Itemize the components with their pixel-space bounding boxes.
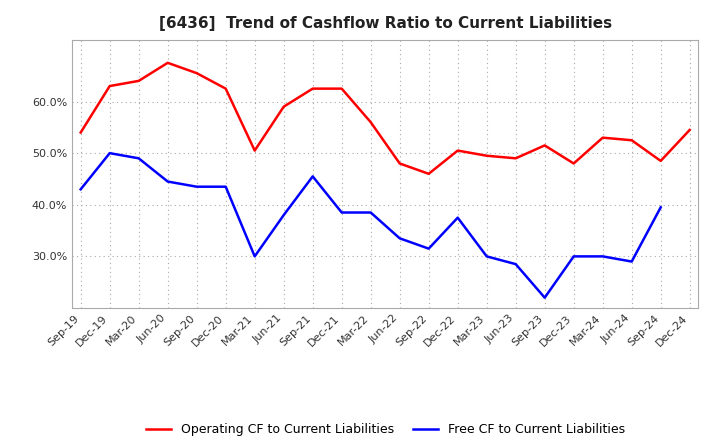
Free CF to Current Liabilities — [221, 184, 230, 189]
Free CF to Current Liabilities — [598, 254, 607, 259]
Operating CF to Current Liabilities — [454, 148, 462, 153]
Line: Operating CF to Current Liabilities: Operating CF to Current Liabilities — [81, 63, 690, 174]
Legend: Operating CF to Current Liabilities, Free CF to Current Liabilities: Operating CF to Current Liabilities, Fre… — [140, 418, 630, 440]
Operating CF to Current Liabilities — [192, 70, 201, 76]
Operating CF to Current Liabilities — [105, 84, 114, 89]
Operating CF to Current Liabilities — [685, 127, 694, 132]
Free CF to Current Liabilities — [251, 254, 259, 259]
Free CF to Current Liabilities — [424, 246, 433, 251]
Operating CF to Current Liabilities — [279, 104, 288, 109]
Free CF to Current Liabilities — [279, 213, 288, 218]
Free CF to Current Liabilities — [395, 236, 404, 241]
Free CF to Current Liabilities — [454, 215, 462, 220]
Free CF to Current Liabilities — [308, 174, 317, 179]
Operating CF to Current Liabilities — [627, 138, 636, 143]
Operating CF to Current Liabilities — [135, 78, 143, 84]
Operating CF to Current Liabilities — [482, 153, 491, 158]
Free CF to Current Liabilities — [135, 156, 143, 161]
Free CF to Current Liabilities — [192, 184, 201, 189]
Free CF to Current Liabilities — [570, 254, 578, 259]
Operating CF to Current Liabilities — [338, 86, 346, 91]
Operating CF to Current Liabilities — [511, 156, 520, 161]
Operating CF to Current Liabilities — [395, 161, 404, 166]
Free CF to Current Liabilities — [163, 179, 172, 184]
Operating CF to Current Liabilities — [251, 148, 259, 153]
Operating CF to Current Liabilities — [657, 158, 665, 164]
Free CF to Current Liabilities — [338, 210, 346, 215]
Free CF to Current Liabilities — [627, 259, 636, 264]
Operating CF to Current Liabilities — [598, 135, 607, 140]
Operating CF to Current Liabilities — [366, 120, 375, 125]
Operating CF to Current Liabilities — [308, 86, 317, 91]
Operating CF to Current Liabilities — [221, 86, 230, 91]
Free CF to Current Liabilities — [76, 187, 85, 192]
Free CF to Current Liabilities — [541, 295, 549, 301]
Operating CF to Current Liabilities — [424, 171, 433, 176]
Free CF to Current Liabilities — [366, 210, 375, 215]
Line: Free CF to Current Liabilities: Free CF to Current Liabilities — [81, 153, 661, 298]
Operating CF to Current Liabilities — [163, 60, 172, 66]
Free CF to Current Liabilities — [657, 205, 665, 210]
Free CF to Current Liabilities — [482, 254, 491, 259]
Operating CF to Current Liabilities — [76, 130, 85, 135]
Operating CF to Current Liabilities — [570, 161, 578, 166]
Free CF to Current Liabilities — [105, 150, 114, 156]
Operating CF to Current Liabilities — [541, 143, 549, 148]
Title: [6436]  Trend of Cashflow Ratio to Current Liabilities: [6436] Trend of Cashflow Ratio to Curren… — [158, 16, 612, 32]
Free CF to Current Liabilities — [511, 261, 520, 267]
